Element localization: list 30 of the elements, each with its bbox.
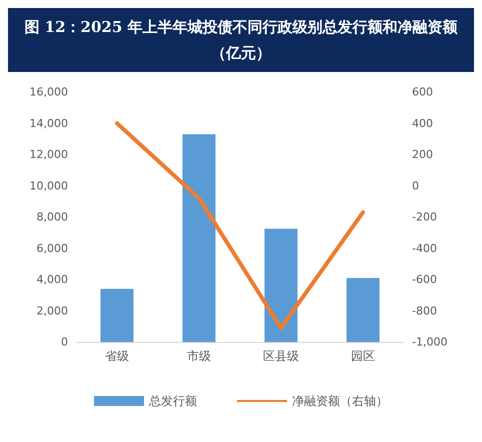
line-series <box>115 121 365 330</box>
y2-tick-label: -200 <box>412 210 437 224</box>
bar <box>346 278 380 342</box>
y2-tick-label: -400 <box>412 242 437 255</box>
y-tick-label: 6,000 <box>36 242 68 255</box>
y-tick-label: 8,000 <box>36 210 68 224</box>
y-tick-label: 0 <box>61 336 68 348</box>
y2-tick-label: 200 <box>412 148 433 161</box>
y-tick-label: 10,000 <box>30 179 68 192</box>
y-tick-label: 16,000 <box>30 86 68 98</box>
y2-tick-label: -800 <box>412 304 437 318</box>
chart-title: 图 12：2025 年上半年城投债不同行政级别总发行额和净融资额（亿元） <box>8 8 474 72</box>
y2-tick-label: 0 <box>412 179 419 192</box>
y2-tick-label: -600 <box>412 273 437 286</box>
y-tick-label: 4,000 <box>36 273 68 286</box>
x-tick-label: 省级 <box>105 349 129 363</box>
x-tick-label: 区县级 <box>263 349 299 363</box>
y-tick-label: 2,000 <box>36 304 68 318</box>
legend-label: 净融资额（右轴） <box>292 394 388 408</box>
bar <box>182 134 216 342</box>
y-tick-label: 14,000 <box>30 116 68 130</box>
legend-label: 总发行额 <box>148 394 197 408</box>
x-tick-label: 园区 <box>351 349 375 363</box>
y2-tick-label: 400 <box>412 116 433 130</box>
y-tick-label: 12,000 <box>30 148 68 161</box>
y2-tick-label: -1,000 <box>412 336 448 348</box>
y2-tick-label: 600 <box>412 86 433 98</box>
bar <box>100 288 134 342</box>
x-tick-label: 市级 <box>187 349 211 363</box>
bar <box>264 228 298 342</box>
